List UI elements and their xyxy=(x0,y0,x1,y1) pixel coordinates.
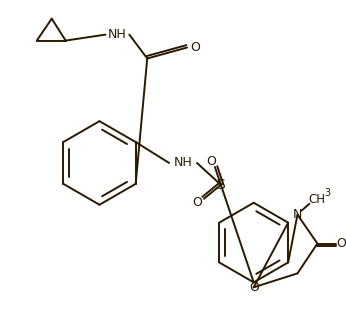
Text: O: O xyxy=(206,155,216,168)
Text: O: O xyxy=(192,196,202,209)
Text: NH: NH xyxy=(108,28,127,41)
Text: O: O xyxy=(249,281,259,294)
Text: O: O xyxy=(336,237,346,250)
Text: CH: CH xyxy=(308,193,325,206)
Text: O: O xyxy=(190,41,200,54)
Text: N: N xyxy=(293,208,302,221)
Text: 3: 3 xyxy=(324,188,330,198)
Text: NH: NH xyxy=(174,156,192,169)
Text: S: S xyxy=(217,178,225,192)
